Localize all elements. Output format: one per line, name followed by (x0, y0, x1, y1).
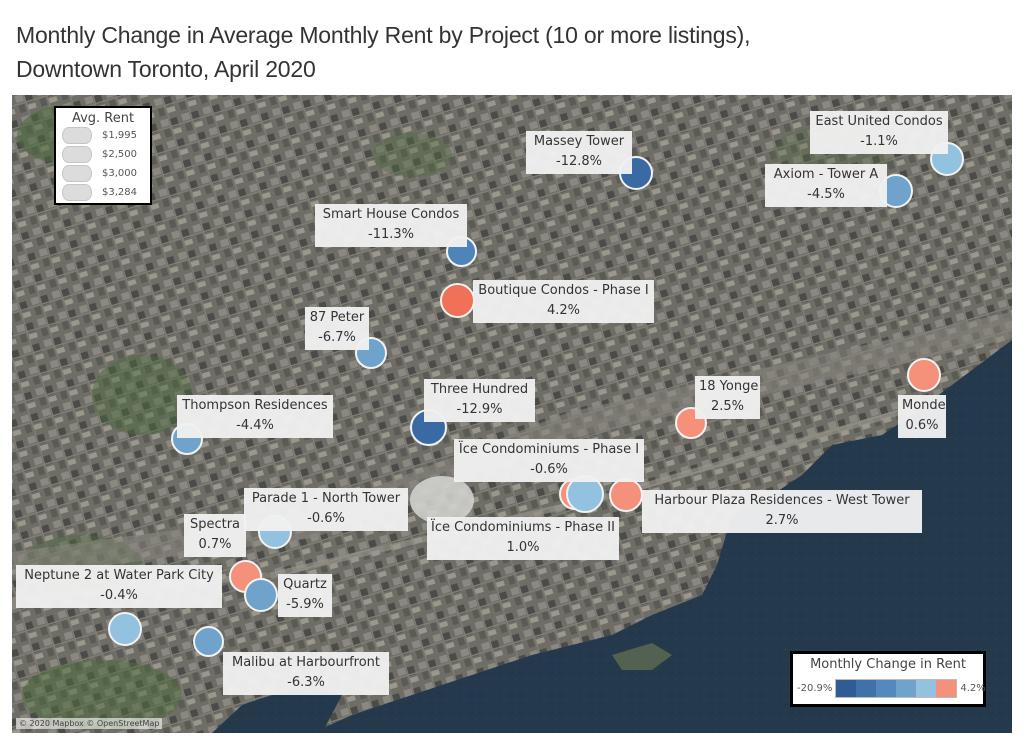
marker-neptune-2-water-park-city[interactable] (108, 612, 142, 646)
marker-harbour-plaza-west-tower[interactable] (609, 478, 643, 512)
size-legend-symbol (62, 165, 92, 182)
marker-boutique-condos-phase-1[interactable] (440, 283, 475, 318)
label-three-hundred: Three Hundred -12.9% (424, 379, 535, 422)
label-thompson-residences: Thompson Residences -4.4% (177, 395, 333, 438)
size-legend-item: $1,995 (56, 126, 150, 145)
chart-title: Monthly Change in Average Monthly Rent b… (16, 18, 751, 86)
avg-rent-size-legend: Avg. Rent $1,995 $2,500 $3,000 $3,284 (54, 106, 152, 205)
marker-monde[interactable] (907, 358, 941, 392)
size-legend-item: $3,000 (56, 164, 150, 183)
label-ice-condominiums-phase-2: Ïce Condominiums - Phase II 1.0% (427, 517, 619, 560)
swatch-6 (936, 680, 957, 697)
label-18-yonge: 18 Yonge 2.5% (695, 376, 760, 419)
chart-title-line-2: Downtown Toronto, April 2020 (16, 56, 316, 82)
size-legend-item: $3,284 (56, 183, 150, 202)
color-legend-swatches (835, 679, 958, 698)
label-axiom-tower-a: Axiom - Tower A -4.5% (765, 164, 887, 207)
size-legend-item: $2,500 (56, 145, 150, 164)
swatch-5 (916, 680, 937, 697)
label-east-united-condos: East United Condos -1.1% (810, 111, 948, 154)
size-legend-symbol (62, 146, 92, 163)
label-neptune-2-water-park-city: Neptune 2 at Water Park City -0.4% (16, 565, 222, 608)
label-87-peter: 87 Peter -6.7% (305, 307, 369, 350)
marker-malibu-at-harbourfront[interactable] (193, 626, 224, 657)
swatch-3 (876, 680, 897, 697)
label-spectra: Spectra 0.7% (184, 514, 246, 557)
label-boutique-condos-phase-1: Boutique Condos - Phase I 4.2% (473, 280, 654, 323)
chart-title-line-1: Monthly Change in Average Monthly Rent b… (16, 22, 751, 48)
marker-quartz[interactable] (244, 578, 278, 612)
label-massey-tower: Massey Tower -12.8% (526, 131, 632, 174)
size-legend-symbol (62, 184, 92, 201)
color-legend-max: 4.2% (960, 683, 986, 694)
label-parade-1-north-tower: Parade 1 - North Tower -0.6% (244, 488, 408, 531)
size-legend-symbol (62, 127, 92, 144)
label-monde: Monde 0.6% (898, 395, 946, 438)
color-legend-ramp: -20.9% 4.2% (797, 679, 986, 698)
monthly-change-color-legend: Monthly Change in Rent -20.9% 4.2% (790, 651, 986, 707)
swatch-4 (896, 680, 917, 697)
size-legend-title: Avg. Rent (71, 111, 135, 126)
map-attribution[interactable]: © 2020 Mapbox © OpenStreetMap (16, 718, 163, 729)
label-ice-condominiums-phase-1: Ïce Condominiums - Phase I -0.6% (454, 439, 644, 482)
swatch-1 (836, 680, 857, 697)
color-legend-title: Monthly Change in Rent (810, 657, 966, 672)
label-smart-house-condos: Smart House Condos -11.3% (315, 204, 467, 247)
color-legend-min: -20.9% (797, 683, 833, 694)
label-quartz: Quartz -5.9% (278, 574, 332, 617)
label-harbour-plaza-west-tower: Harbour Plaza Residences - West Tower 2.7… (642, 490, 922, 533)
label-malibu-at-harbourfront: Malibu at Harbourfront -6.3% (223, 652, 389, 695)
swatch-2 (856, 680, 877, 697)
map-view[interactable]: Massey Tower -12.8% East United Condos -1.… (12, 95, 1012, 733)
